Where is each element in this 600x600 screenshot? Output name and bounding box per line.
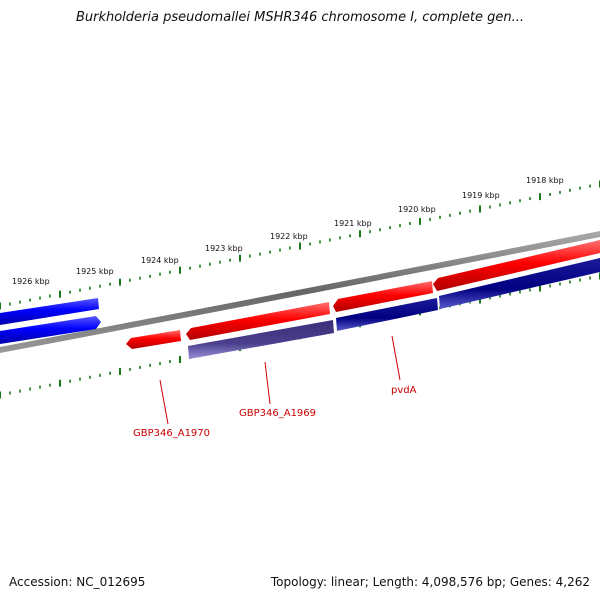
gene-outer-blue[interactable] <box>0 298 99 325</box>
outer-scale-ticks <box>0 180 600 310</box>
gene-red-right[interactable] <box>433 240 600 291</box>
gene-a1969-reverse[interactable] <box>188 320 334 359</box>
gene-a1969[interactable] <box>186 302 330 340</box>
genome-summary-text: Topology: linear; Length: 4,098,576 bp; … <box>270 575 590 589</box>
gene-label-pvda[interactable]: pvdA <box>391 385 417 396</box>
genome-backbone <box>0 231 600 353</box>
gene-label-a1969[interactable]: GBP346_A1969 <box>239 408 316 419</box>
scale-label-1922: 1922 kbp <box>270 232 308 241</box>
scale-label-1919: 1919 kbp <box>462 191 500 200</box>
scale-labels: 1926 kbp 1925 kbp 1924 kbp 1923 kbp 1922… <box>12 176 564 286</box>
gene-pvda[interactable] <box>333 281 433 312</box>
scale-label-1920: 1920 kbp <box>398 205 436 214</box>
map-title: Burkholderia pseudomallei MSHR346 chromo… <box>75 10 525 25</box>
scale-label-1924: 1924 kbp <box>141 256 179 265</box>
gene-navy-mid[interactable] <box>336 298 438 331</box>
gene-inner-blue[interactable] <box>0 316 101 344</box>
leader-a1970 <box>159 379 169 425</box>
scale-label-1918: 1918 kbp <box>526 176 564 185</box>
gene-label-a1970[interactable]: GBP346_A1970 <box>133 428 210 439</box>
gene-a1970[interactable] <box>126 330 181 349</box>
gene-navy-right[interactable] <box>439 258 600 309</box>
leader-pvda <box>391 335 401 381</box>
scale-label-1921: 1921 kbp <box>334 219 372 228</box>
scale-label-1926: 1926 kbp <box>12 277 50 286</box>
leader-a1969 <box>264 361 271 405</box>
accession-text: Accession: NC_012695 <box>9 575 146 589</box>
scale-label-1923: 1923 kbp <box>205 244 243 253</box>
scale-label-1925: 1925 kbp <box>76 267 114 276</box>
